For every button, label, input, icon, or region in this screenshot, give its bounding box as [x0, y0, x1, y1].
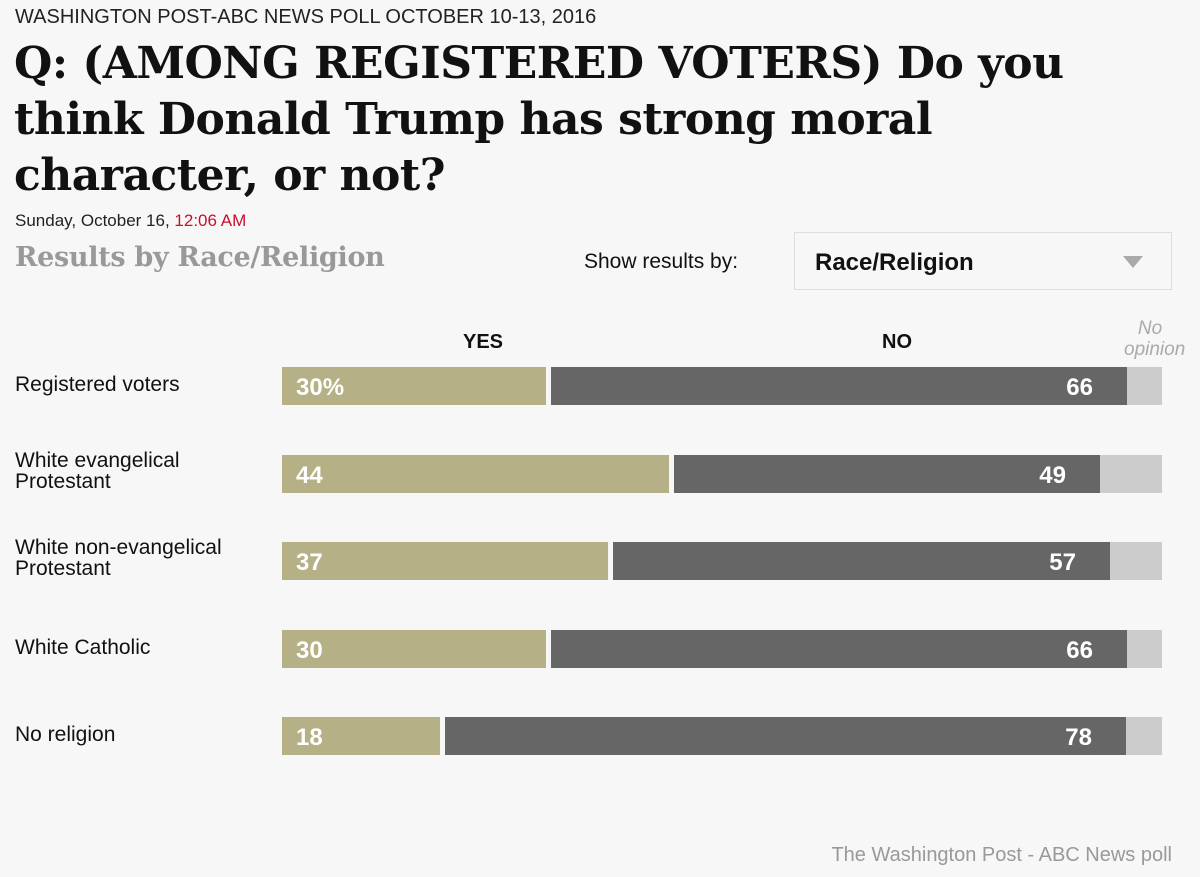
column-header-yes: YES: [463, 331, 504, 353]
bar-yes: 30: [282, 629, 546, 668]
bar-no-opinion: [1126, 717, 1162, 755]
bar-yes: 18: [282, 717, 440, 755]
bar-no-opinion: [1127, 367, 1162, 405]
value-label-yes: 30%: [296, 374, 345, 401]
bar-yes: 37: [282, 542, 608, 580]
bar-no: 78: [445, 717, 1126, 755]
value-label-no: 49: [1039, 461, 1066, 489]
value-label-yes: 44: [296, 461, 323, 489]
value-label-yes: 37: [296, 549, 323, 576]
results-subhead: Results by Race/Religion: [15, 242, 385, 273]
page-title: Q: (AMONG REGISTERED VOTERS) Do you thin…: [14, 38, 1064, 201]
bar-yes: 44: [282, 454, 669, 493]
source-credit: The Washington Post - ABC News poll: [831, 844, 1172, 866]
bar-no: 66: [551, 629, 1127, 668]
value-label-no: 66: [1066, 636, 1093, 664]
bar-no: 49: [674, 454, 1100, 493]
bar-row: 37 57: [282, 542, 1162, 580]
row-label: White evangelical Protestant: [15, 448, 180, 493]
value-label-no: 57: [1049, 549, 1076, 576]
bar-row: 30 66: [282, 629, 1162, 668]
value-label-yes: 18: [296, 724, 323, 751]
bar-row: 18 78: [282, 717, 1162, 755]
dateline: Sunday, October 16, 12:06 AM: [15, 211, 246, 231]
column-header-no: NO: [882, 331, 912, 353]
bar-yes: 30%: [282, 367, 546, 405]
poll-kicker: WASHINGTON POST-ABC NEWS POLL OCTOBER 10…: [15, 6, 597, 28]
dateline-date: Sunday, October 16,: [15, 211, 170, 230]
row-label: White Catholic: [15, 635, 151, 659]
bar-no-opinion: [1100, 454, 1162, 493]
value-label-no: 66: [1066, 374, 1093, 401]
bar-row: 44 49: [282, 454, 1162, 493]
bar-no-opinion: [1127, 629, 1162, 668]
row-label: Registered voters: [15, 373, 180, 396]
bar-row: 30% 66: [282, 367, 1162, 405]
show-results-label: Show results by:: [584, 250, 739, 273]
bar-no: 57: [613, 542, 1110, 580]
column-header-no-opinion: No opinion: [1124, 318, 1186, 360]
value-label-yes: 30: [296, 636, 323, 664]
row-label: No religion: [15, 723, 116, 746]
bar-no-opinion: [1110, 542, 1162, 580]
row-label: White non-evangelical Protestant: [15, 536, 222, 580]
value-label-no: 78: [1065, 724, 1092, 751]
chevron-down-icon: [1123, 256, 1143, 268]
dateline-time: 12:06 AM: [174, 211, 247, 230]
dropdown-selected-value: Race/Religion: [815, 249, 974, 276]
results-by-dropdown[interactable]: Race/Religion: [794, 232, 1172, 290]
bar-no: 66: [551, 367, 1127, 405]
